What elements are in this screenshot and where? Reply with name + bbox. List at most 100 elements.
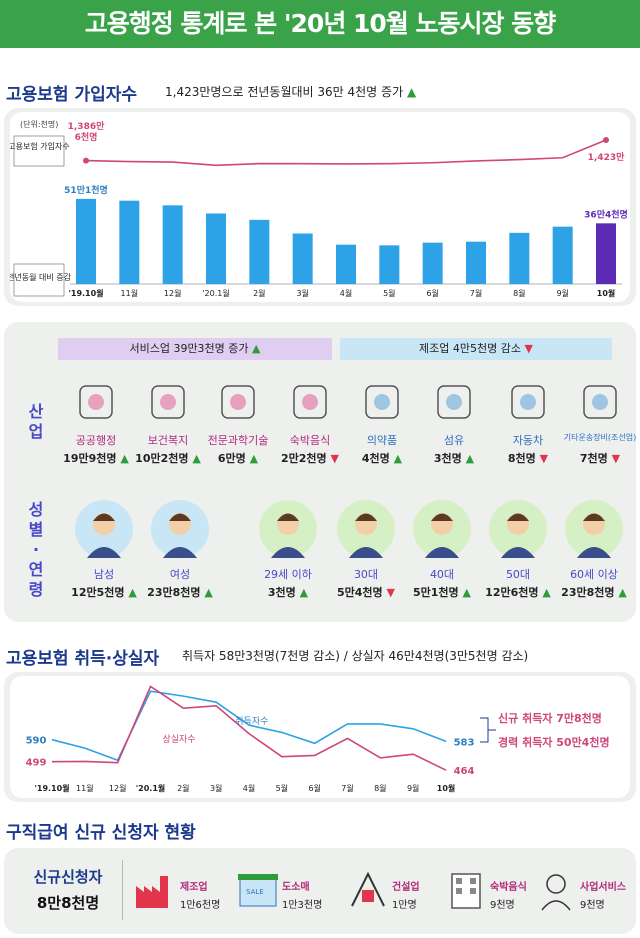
industry-value-text: 8천명 bbox=[507, 452, 536, 465]
loss-series-label: 상실자수 bbox=[162, 734, 195, 745]
industry-4-icon bbox=[360, 382, 404, 422]
industry-value-text: 3천명 bbox=[433, 452, 462, 465]
up-arrow-icon: ▲ bbox=[299, 586, 309, 599]
x-tick-label: 8월 bbox=[374, 783, 386, 793]
gender-age-value-text: 12만5천명 bbox=[71, 586, 125, 599]
x-tick-label: 3월 bbox=[296, 288, 308, 298]
avatar-1-icon bbox=[151, 500, 209, 558]
line-first-label: 1,386만 bbox=[68, 120, 105, 132]
x-tick-label: 9월 bbox=[556, 288, 568, 298]
up-arrow-icon: ▲ bbox=[393, 452, 403, 465]
gender-age-side-label: 성 별 · 연 령 bbox=[28, 500, 44, 599]
section2-title: 고용보험 취득·상실자 bbox=[6, 649, 160, 669]
bar bbox=[552, 226, 573, 284]
industry-7-icon bbox=[578, 382, 622, 422]
down-arrow-icon: ▼ bbox=[539, 452, 549, 465]
industry-value: 6만명 ▲ bbox=[200, 450, 276, 466]
section2-summary: 취득자 58만3천명(7천명 감소) / 상실자 46만4천명(3만5천명 감소… bbox=[182, 649, 529, 663]
bar-label: 전년동월 대비 증감 bbox=[10, 272, 72, 282]
industry-label: 보건복지 bbox=[147, 434, 189, 447]
avatar-6-icon bbox=[565, 500, 623, 558]
up-arrow-icon: ▲ bbox=[542, 586, 551, 599]
industry-value: 2만2천명 ▼ bbox=[272, 450, 348, 466]
claims-1-icon: SALE bbox=[236, 868, 280, 912]
bar-first-label: 51만1천명 bbox=[64, 184, 108, 196]
up-arrow-icon: ▲ bbox=[465, 452, 475, 465]
unit-label: (단위:천명) bbox=[20, 119, 58, 129]
line-label-box bbox=[13, 135, 65, 167]
enrollment-chart-area: (단위:천명) 고용보험 가입자수 전년동월 대비 증감 '19.10월 11월 12월 '… bbox=[10, 112, 630, 302]
avatar-3-icon bbox=[337, 500, 395, 558]
claims-label: 제조업 bbox=[180, 882, 208, 893]
gender-age-value: 23만8천명 ▲ bbox=[142, 584, 218, 600]
up-arrow-icon: ▲ bbox=[120, 452, 129, 465]
bar bbox=[466, 241, 486, 284]
industry-label: 자동차 bbox=[512, 434, 544, 447]
x-tick-label: 12월 bbox=[109, 783, 127, 793]
acquisition-line bbox=[51, 690, 447, 762]
bar bbox=[379, 245, 400, 284]
industry-label: 공공행정 bbox=[75, 434, 117, 447]
x-tick-label: 6월 bbox=[308, 783, 320, 793]
gender-age-value: 23만8천명 ▲ bbox=[556, 584, 632, 600]
avatar-4-icon bbox=[413, 500, 471, 558]
up-arrow-icon: ▲ bbox=[462, 586, 471, 599]
x-tick-label: 2월 bbox=[177, 783, 189, 793]
x-tick-label: '19.10월 bbox=[34, 783, 69, 793]
avatar-5-icon bbox=[489, 500, 547, 558]
gender-age-value-text: 5만1천명 bbox=[413, 586, 459, 599]
claims-divider bbox=[122, 860, 123, 920]
avatar-2-icon bbox=[259, 500, 317, 558]
down-arrow-icon: ▼ bbox=[611, 452, 621, 465]
line-point bbox=[83, 157, 89, 164]
claims-label: 도소매 bbox=[282, 882, 310, 893]
gender-age-label: 50대 bbox=[505, 568, 531, 581]
gender-age-value: 12만6천명 ▲ bbox=[480, 584, 556, 600]
industry-value-text: 19만9천명 bbox=[63, 452, 117, 465]
last-loss-label: 464 bbox=[454, 766, 475, 777]
x-tick-label: 4월 bbox=[243, 783, 255, 793]
gender-age-value: 5만1천명 ▲ bbox=[404, 584, 480, 600]
x-tick-label: 6월 bbox=[426, 288, 438, 298]
manufacturing-band: 제조업 4만5천명 감소 ▼ bbox=[340, 338, 612, 360]
section3-title: 구직급여 신규 신청자 현황 bbox=[6, 823, 196, 843]
bar bbox=[119, 200, 140, 284]
x-tick-label: 12월 bbox=[164, 288, 182, 298]
bar bbox=[249, 219, 270, 284]
breakdown-panel bbox=[4, 322, 636, 622]
bar bbox=[76, 198, 96, 284]
claims-value: 1만6천명 bbox=[180, 900, 221, 911]
x-tick-label: 9월 bbox=[407, 783, 419, 793]
gender-age-label: 여성 bbox=[169, 568, 191, 581]
claims-value: 9천명 bbox=[490, 900, 515, 911]
claims-2-icon bbox=[346, 868, 390, 912]
gender-age-label: 60세 이상 bbox=[570, 568, 618, 581]
gender-age-value: 5만4천명 ▼ bbox=[328, 584, 404, 600]
acquisition-chart-area: 취득자수 상실자수 590 499 583 464 신규 취득자 7만8천명 경력 취득자 5… bbox=[10, 676, 630, 798]
bar bbox=[509, 232, 530, 284]
legend-loss: 경력 취득자 50만4천명 bbox=[498, 735, 610, 749]
claims-value: 1만명 bbox=[392, 900, 417, 911]
up-arrow-icon: ▲ bbox=[204, 586, 213, 599]
industry-value-text: 2만2천명 bbox=[281, 452, 327, 465]
x-tick-label: 8월 bbox=[513, 288, 525, 298]
industry-value-text: 6만명 bbox=[217, 452, 246, 465]
claims-4-icon bbox=[534, 868, 578, 912]
gender-age-value: 12만5천명 ▲ bbox=[66, 584, 142, 600]
x-tick-label: 11월 bbox=[76, 783, 94, 793]
section1-summary: 1,423만명으로 전년동월대비 36만 4천명 증가 ▲ bbox=[165, 85, 417, 99]
up-arrow-icon: ▲ bbox=[406, 85, 417, 99]
first-acq-label: 590 bbox=[26, 736, 47, 747]
bar bbox=[292, 233, 313, 284]
industry-label: 전문과학기술 bbox=[207, 434, 269, 447]
sale-sign: SALE bbox=[246, 888, 264, 896]
gender-age-value-text: 23만8천명 bbox=[561, 586, 615, 599]
enrollment-line bbox=[85, 139, 607, 167]
up-arrow-icon: ▲ bbox=[192, 452, 201, 465]
line-label: 고용보험 가입자수 bbox=[10, 142, 70, 151]
industry-5-icon bbox=[432, 382, 476, 422]
line-last-label: 1,423만 bbox=[588, 151, 625, 163]
